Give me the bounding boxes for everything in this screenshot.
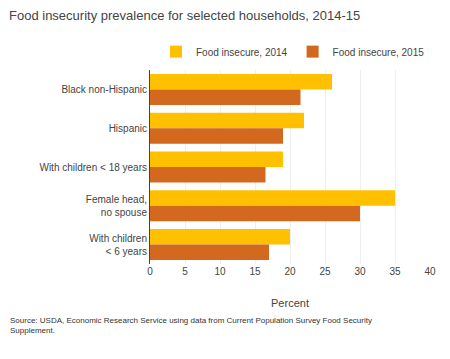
svg-text:Food insecure, 2015: Food insecure, 2015	[333, 47, 425, 58]
svg-text:With children< 6 years: With children< 6 years	[89, 233, 147, 257]
svg-text:15: 15	[249, 266, 261, 277]
svg-text:35: 35	[389, 266, 401, 277]
svg-text:10: 10	[214, 266, 226, 277]
svg-text:25: 25	[319, 266, 331, 277]
svg-text:Black non-Hispanic: Black non-Hispanic	[61, 84, 147, 95]
svg-text:Source: USDA, Economic Researc: Source: USDA, Economic Research Service …	[10, 316, 372, 335]
svg-text:30: 30	[354, 266, 366, 277]
svg-text:0: 0	[147, 266, 153, 277]
svg-text:Food insecurity prevalence for: Food insecurity prevalence for selected …	[9, 8, 360, 23]
svg-text:Female head,no spouse: Female head,no spouse	[86, 194, 148, 218]
svg-text:Hispanic: Hispanic	[109, 123, 147, 134]
svg-text:Percent: Percent	[271, 297, 309, 309]
svg-text:5: 5	[182, 266, 188, 277]
svg-text:20: 20	[284, 266, 296, 277]
svg-text:With children < 18 years: With children < 18 years	[39, 162, 147, 173]
svg-text:40: 40	[424, 266, 436, 277]
svg-text:Food insecure, 2014: Food insecure, 2014	[196, 47, 288, 58]
